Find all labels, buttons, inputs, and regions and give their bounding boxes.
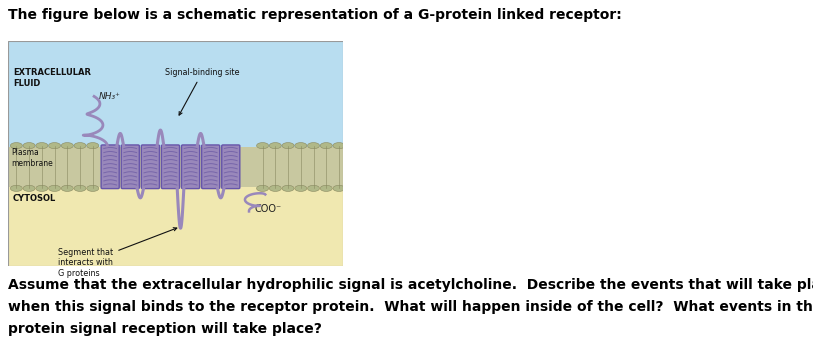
FancyBboxPatch shape xyxy=(101,145,120,189)
Ellipse shape xyxy=(61,143,73,149)
Bar xyxy=(8,187,343,266)
Text: COO⁻: COO⁻ xyxy=(254,204,281,214)
Ellipse shape xyxy=(11,143,23,149)
Ellipse shape xyxy=(49,143,61,149)
Text: EXTRACELLULAR
FLUID: EXTRACELLULAR FLUID xyxy=(13,68,91,88)
Text: when this signal binds to the receptor protein.  What will happen inside of the : when this signal binds to the receptor p… xyxy=(8,300,813,314)
Ellipse shape xyxy=(49,185,61,192)
Ellipse shape xyxy=(320,143,333,149)
Ellipse shape xyxy=(282,185,294,192)
Ellipse shape xyxy=(307,185,320,192)
Ellipse shape xyxy=(36,143,48,149)
Text: The figure below is a schematic representation of a G-protein linked receptor:: The figure below is a schematic represen… xyxy=(8,8,622,22)
Ellipse shape xyxy=(333,143,345,149)
Ellipse shape xyxy=(295,185,307,192)
Ellipse shape xyxy=(295,143,307,149)
Ellipse shape xyxy=(320,185,333,192)
FancyBboxPatch shape xyxy=(162,145,180,189)
Ellipse shape xyxy=(23,185,35,192)
Ellipse shape xyxy=(23,143,35,149)
Ellipse shape xyxy=(333,185,345,192)
Ellipse shape xyxy=(269,143,281,149)
Text: Plasma
membrane: Plasma membrane xyxy=(11,148,53,168)
Text: Segment that
interacts with
G proteins: Segment that interacts with G proteins xyxy=(59,228,176,278)
Ellipse shape xyxy=(87,185,99,192)
Text: NH₃⁺: NH₃⁺ xyxy=(99,92,121,101)
Ellipse shape xyxy=(282,143,294,149)
Bar xyxy=(8,147,343,187)
Ellipse shape xyxy=(269,185,281,192)
FancyBboxPatch shape xyxy=(222,145,240,189)
FancyBboxPatch shape xyxy=(202,145,220,189)
Ellipse shape xyxy=(257,185,268,192)
Text: protein signal reception will take place?: protein signal reception will take place… xyxy=(8,322,322,336)
Ellipse shape xyxy=(307,143,320,149)
Ellipse shape xyxy=(61,185,73,192)
Ellipse shape xyxy=(257,143,268,149)
Ellipse shape xyxy=(87,143,99,149)
Ellipse shape xyxy=(36,185,48,192)
FancyBboxPatch shape xyxy=(121,145,139,189)
FancyBboxPatch shape xyxy=(181,145,200,189)
Text: Signal-binding site: Signal-binding site xyxy=(165,68,240,115)
FancyBboxPatch shape xyxy=(141,145,159,189)
Text: CYTOSOL: CYTOSOL xyxy=(13,194,56,203)
Text: Assume that the extracellular hydrophilic signal is acetylcholine.  Describe the: Assume that the extracellular hydrophili… xyxy=(8,278,813,292)
Ellipse shape xyxy=(11,185,23,192)
Ellipse shape xyxy=(74,185,86,192)
Ellipse shape xyxy=(74,143,86,149)
Bar xyxy=(8,41,343,147)
